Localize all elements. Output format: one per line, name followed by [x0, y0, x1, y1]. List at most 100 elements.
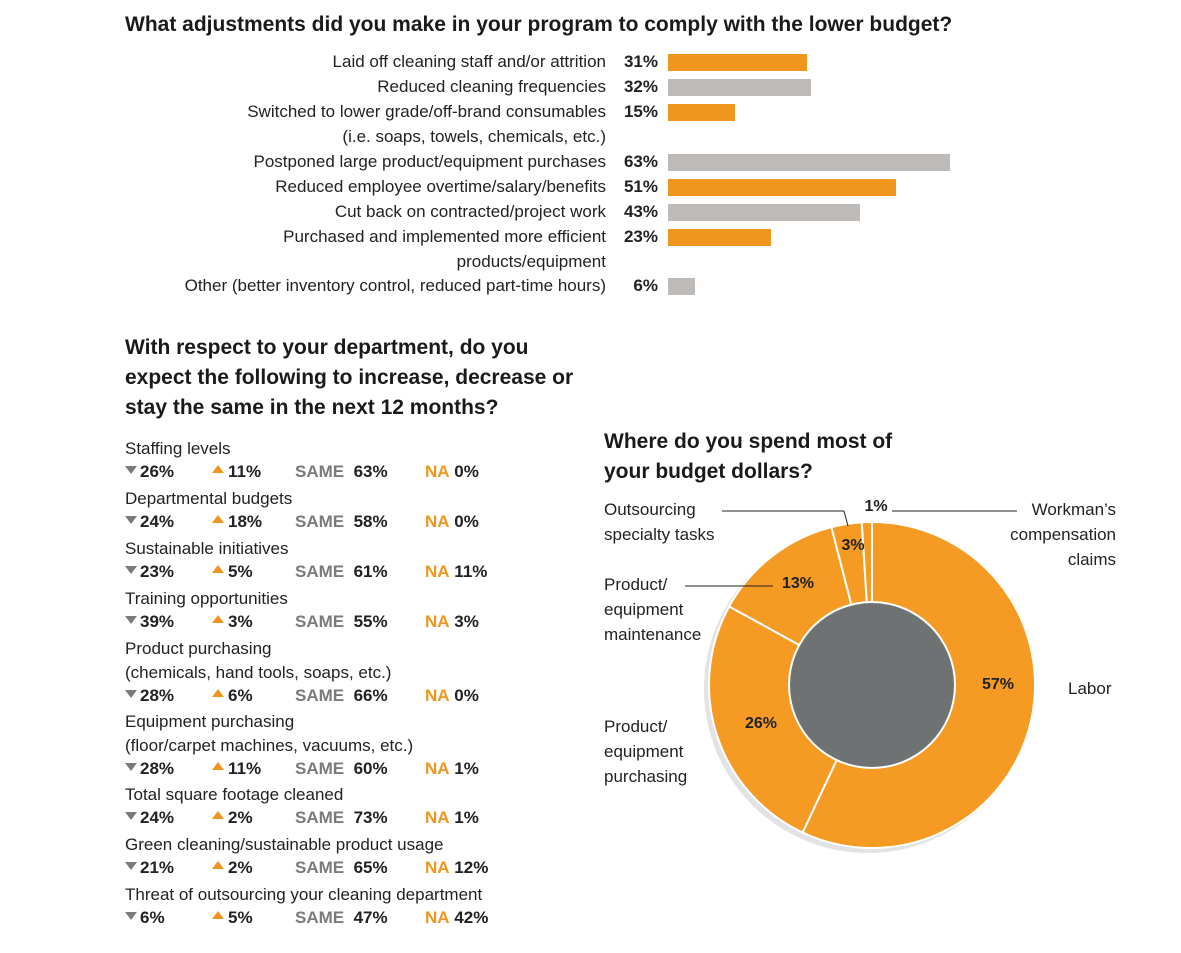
same-label: SAME — [295, 612, 345, 631]
na-value: 0% — [454, 462, 479, 481]
same-value: 63% — [353, 462, 388, 481]
decrease-value: 24% — [140, 808, 175, 827]
outlook-values: 39% 3% SAME 55% NA 3% — [125, 611, 585, 633]
callout-outsourcing-line: specialty tasks — [604, 525, 715, 544]
outlook-item: Threat of outsourcing your cleaning depa… — [125, 883, 585, 929]
same-value: 58% — [353, 512, 388, 531]
slice-value-label: 1% — [864, 498, 887, 515]
outlook-values: 28% 11% SAME 60% NA 1% — [125, 758, 585, 780]
same-value: 73% — [353, 808, 388, 827]
decrease-arrow-icon — [125, 516, 137, 524]
na-label: NA — [425, 512, 450, 531]
callout-purchasing-line: Product/ — [604, 717, 668, 736]
same-label: SAME — [295, 512, 345, 531]
same-value: 65% — [353, 858, 388, 877]
bar-label: Switched to lower grade/off-brand consum… — [247, 102, 606, 121]
callout-maintenance-line: maintenance — [604, 625, 702, 644]
budget-title: Where do you spend most of your budget d… — [604, 430, 893, 483]
bar-value-label: 43% — [623, 202, 658, 221]
na-value: 1% — [454, 808, 479, 827]
outlook-item-label: Training opportunities — [125, 589, 288, 608]
increase-value: 11% — [228, 759, 262, 778]
increase-group: 11% — [212, 461, 261, 483]
outlook-values: 23% 5% SAME 61% NA 11% — [125, 561, 585, 583]
na-label: NA — [425, 462, 450, 481]
outlook-item-label: Threat of outsourcing your cleaning depa… — [125, 885, 483, 904]
bar-value-label: 23% — [623, 227, 658, 246]
decrease-group: 26% — [125, 461, 174, 483]
increase-arrow-icon — [212, 515, 224, 523]
bar-value-label: 32% — [623, 77, 658, 96]
same-group: SAME 66% — [295, 685, 388, 707]
callout-purchasing-line: purchasing — [604, 767, 688, 786]
increase-arrow-icon — [212, 811, 224, 819]
slice-value-label: 13% — [782, 575, 814, 592]
same-label: SAME — [295, 462, 345, 481]
bar-label: Laid off cleaning staff and/or attrition — [332, 52, 606, 71]
increase-group: 5% — [212, 907, 253, 929]
same-label: SAME — [295, 562, 345, 581]
outlook-item: Total square footage cleaned 24% 2% SAME 73… — [125, 783, 585, 829]
bar-value-label: 6% — [633, 276, 658, 295]
bar-row: Other (better inventory control, reduced… — [0, 274, 1000, 298]
same-value: 66% — [353, 686, 388, 705]
callout-purchasing: Product/equipment purchasing — [604, 714, 687, 789]
same-value: 60% — [353, 759, 388, 778]
na-value: 1% — [454, 759, 479, 778]
increase-value: 6% — [228, 686, 253, 705]
na-value: 42% — [454, 908, 489, 927]
increase-group: 2% — [212, 857, 253, 879]
bar-row: Reduced cleaning frequencies 32% — [0, 75, 1000, 99]
same-label: SAME — [295, 686, 345, 705]
increase-value: 3% — [228, 612, 253, 631]
outlook-item: Product purchasing (chemicals, hand tools… — [125, 637, 585, 707]
decrease-value: 6% — [140, 908, 165, 927]
same-group: SAME 55% — [295, 611, 388, 633]
same-value: 47% — [353, 908, 388, 927]
na-label: NA — [425, 858, 450, 877]
decrease-value: 26% — [140, 462, 175, 481]
increase-value: 11% — [228, 462, 262, 481]
slice-value-label: 26% — [745, 715, 777, 732]
callout-workman: Workman’s compensation claims — [916, 497, 1116, 572]
bar-label: Reduced cleaning frequencies — [377, 77, 606, 96]
bar-row: Postponed large product/equipment purcha… — [0, 150, 1000, 174]
decrease-arrow-icon — [125, 616, 137, 624]
bar-label-continued: products/equipment — [456, 252, 606, 271]
na-group: NA 0% — [425, 511, 479, 533]
outlook-item-label: Staffing levels — [125, 439, 231, 458]
bar — [668, 104, 736, 121]
decrease-group: 24% — [125, 511, 174, 533]
same-group: SAME 58% — [295, 511, 388, 533]
bar — [668, 229, 771, 246]
callout-labor: Labor — [1068, 676, 1111, 701]
callout-workman-line: claims — [1067, 550, 1116, 569]
bar-value-label: 15% — [623, 102, 658, 121]
increase-arrow-icon — [212, 465, 224, 473]
na-label: NA — [425, 759, 450, 778]
outlook-item-label: Equipment purchasing — [125, 712, 295, 731]
callout-outsourcing: Outsourcing specialty tasks — [604, 497, 715, 547]
decrease-arrow-icon — [125, 690, 137, 698]
outlook-item-sublabel: (chemicals, hand tools, soaps, etc.) — [125, 663, 392, 682]
na-group: NA 0% — [425, 461, 479, 483]
callout-purchasing-line: equipment — [604, 742, 684, 761]
outlook-item: Equipment purchasing (floor/carpet machin… — [125, 710, 585, 780]
same-value: 55% — [353, 612, 388, 631]
slice-value-label: 3% — [841, 537, 864, 554]
decrease-group: 24% — [125, 807, 174, 829]
increase-arrow-icon — [212, 911, 224, 919]
bar-row: Switched to lower grade/off-brand consum… — [0, 100, 1000, 146]
outlook-item-label: Sustainable initiatives — [125, 539, 289, 558]
na-group: NA 1% — [425, 807, 479, 829]
na-label: NA — [425, 562, 450, 581]
na-group: NA 42% — [425, 907, 488, 929]
bar-value-label: 31% — [623, 52, 658, 71]
na-group: NA 11% — [425, 561, 487, 583]
slice-value-label: 57% — [982, 676, 1014, 693]
decrease-value: 23% — [140, 562, 175, 581]
decrease-group: 23% — [125, 561, 174, 583]
increase-value: 2% — [228, 858, 253, 877]
bar — [668, 204, 861, 221]
